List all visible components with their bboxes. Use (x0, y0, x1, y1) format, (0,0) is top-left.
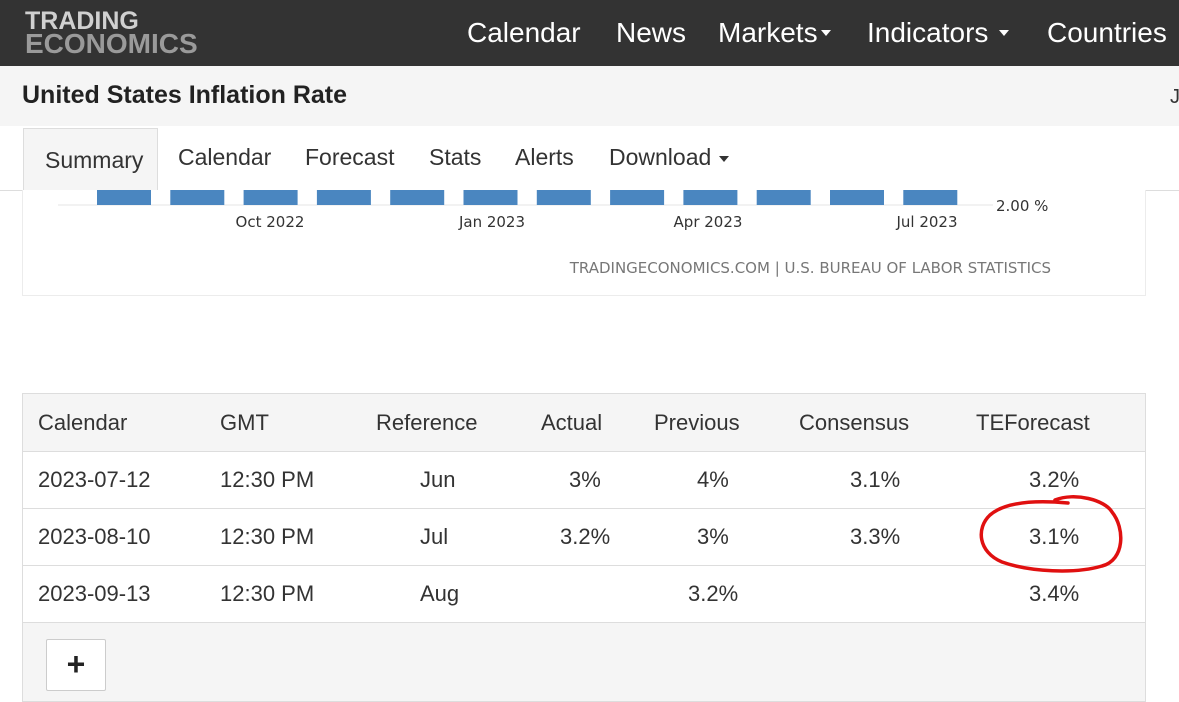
chart-bar[interactable] (243, 190, 298, 205)
tab-strip (0, 126, 1179, 191)
nav-calendar-label: Calendar (467, 17, 581, 48)
cell-reference: Jun (420, 467, 456, 492)
chart-panel: Oct 2022 Jan 2023 Apr 2023 Jul 2023 2.00… (22, 190, 1146, 296)
chart-bar[interactable] (830, 190, 884, 205)
col-header-teforecast[interactable]: TEForecast (976, 410, 1090, 435)
chart-source-credit: TRADINGECONOMICS.COM | U.S. BUREAU OF LA… (569, 259, 1051, 277)
nav-indicators-label: Indicators (867, 17, 989, 48)
page-title: United States Inflation Rate (22, 81, 348, 109)
table-row: 2023-09-13 12:30 PM Aug 3.2% 3.4% (23, 566, 1145, 623)
cell-previous: 3.2% (688, 581, 739, 606)
cell-time: 12:30 PM (220, 467, 315, 492)
inflation-chart[interactable]: Oct 2022 Jan 2023 Apr 2023 Jul 2023 2.00… (23, 190, 1145, 295)
nav-markets-label: Markets (718, 17, 818, 48)
col-header-calendar[interactable]: Calendar (38, 410, 128, 435)
cell-consensus: 3.3% (850, 524, 901, 549)
x-tick-label: Jul 2023 (895, 213, 957, 231)
cell-teforecast: 3.1% (1029, 524, 1080, 549)
nav-countries-label: Countries (1047, 17, 1167, 48)
cell-previous: 4% (697, 467, 729, 492)
tab-stats[interactable]: Stats (429, 126, 481, 189)
cell-teforecast: 3.2% (1029, 467, 1080, 492)
chart-bar[interactable] (463, 190, 518, 205)
nav-indicators[interactable]: Indicators (867, 0, 1010, 66)
tab-stats-label: Stats (429, 144, 482, 170)
nav-markets[interactable]: Markets (718, 0, 831, 66)
title-bar (0, 66, 1179, 126)
chart-bar[interactable] (316, 190, 371, 205)
nav-news-label: News (616, 17, 687, 48)
cell-previous: 3% (697, 524, 729, 549)
x-tick-label: Apr 2023 (674, 213, 743, 231)
nav-news[interactable]: News (616, 0, 686, 66)
cell-reference: Jul (420, 524, 449, 549)
calendar-table: Calendar GMT Reference Actual Previous C… (22, 393, 1146, 702)
tab-alerts[interactable]: Alerts (515, 126, 574, 189)
chevron-down-icon (999, 30, 1010, 36)
cell-reference: Aug (420, 581, 460, 606)
cell-actual: 3.2% (560, 524, 611, 549)
chart-bar[interactable] (903, 190, 958, 205)
tab-alerts-label: Alerts (515, 144, 574, 170)
tab-download-label: Download (609, 144, 712, 170)
chevron-down-icon (719, 155, 730, 162)
chart-bar[interactable] (97, 190, 151, 205)
tab-calendar[interactable]: Calendar (178, 126, 271, 189)
chevron-down-icon (820, 30, 831, 36)
tab-summary-label: Summary (45, 147, 144, 173)
logo-line-1: TRADING (25, 7, 139, 35)
chart-bar[interactable] (610, 190, 665, 205)
logo-line-2: ECONOMICS (25, 28, 198, 59)
chart-bar[interactable] (390, 190, 445, 205)
tab-download[interactable]: Download (609, 126, 730, 189)
cell-date: 2023-07-12 (38, 467, 151, 492)
tab-summary[interactable]: Summary (23, 128, 159, 191)
x-tick-label: Oct 2022 (236, 213, 305, 231)
chart-bars (97, 190, 958, 205)
col-header-gmt[interactable]: GMT (220, 410, 269, 435)
cell-consensus: 3.1% (850, 467, 901, 492)
col-header-reference[interactable]: Reference (376, 410, 478, 435)
expand-button[interactable]: + (46, 639, 106, 691)
chart-bar[interactable] (536, 190, 591, 205)
chart-bar[interactable] (683, 190, 738, 205)
table-row: 2023-07-12 12:30 PM Jun 3% 4% 3.1% 3.2% (23, 452, 1145, 509)
cell-date: 2023-08-10 (38, 524, 151, 549)
site-logo[interactable]: TRADING ECONOMICS (25, 9, 198, 58)
col-header-consensus[interactable]: Consensus (799, 410, 910, 435)
table-row: 2023-08-10 12:30 PM Jul 3.2% 3% 3.3% 3.1… (23, 509, 1145, 566)
title-right-truncated-text: J (1170, 86, 1179, 108)
col-header-previous[interactable]: Previous (654, 410, 740, 435)
cell-teforecast: 3.4% (1029, 581, 1080, 606)
top-nav-bar (0, 0, 1179, 66)
cell-time: 12:30 PM (220, 524, 315, 549)
nav-countries[interactable]: Countries (1047, 0, 1167, 66)
nav-calendar[interactable]: Calendar (467, 0, 581, 66)
x-tick-label: Jan 2023 (458, 213, 525, 231)
table-header-row: Calendar GMT Reference Actual Previous C… (23, 394, 1145, 452)
tab-calendar-label: Calendar (178, 144, 272, 170)
y-tick-label: 2.00 % (996, 197, 1048, 215)
col-header-actual[interactable]: Actual (541, 410, 603, 435)
tab-forecast-label: Forecast (305, 144, 395, 170)
cell-time: 12:30 PM (220, 581, 315, 606)
chart-bar[interactable] (756, 190, 811, 205)
chart-bar[interactable] (170, 190, 225, 205)
cell-date: 2023-09-13 (38, 581, 151, 606)
cell-actual: 3% (569, 467, 601, 492)
tab-forecast[interactable]: Forecast (305, 126, 394, 189)
